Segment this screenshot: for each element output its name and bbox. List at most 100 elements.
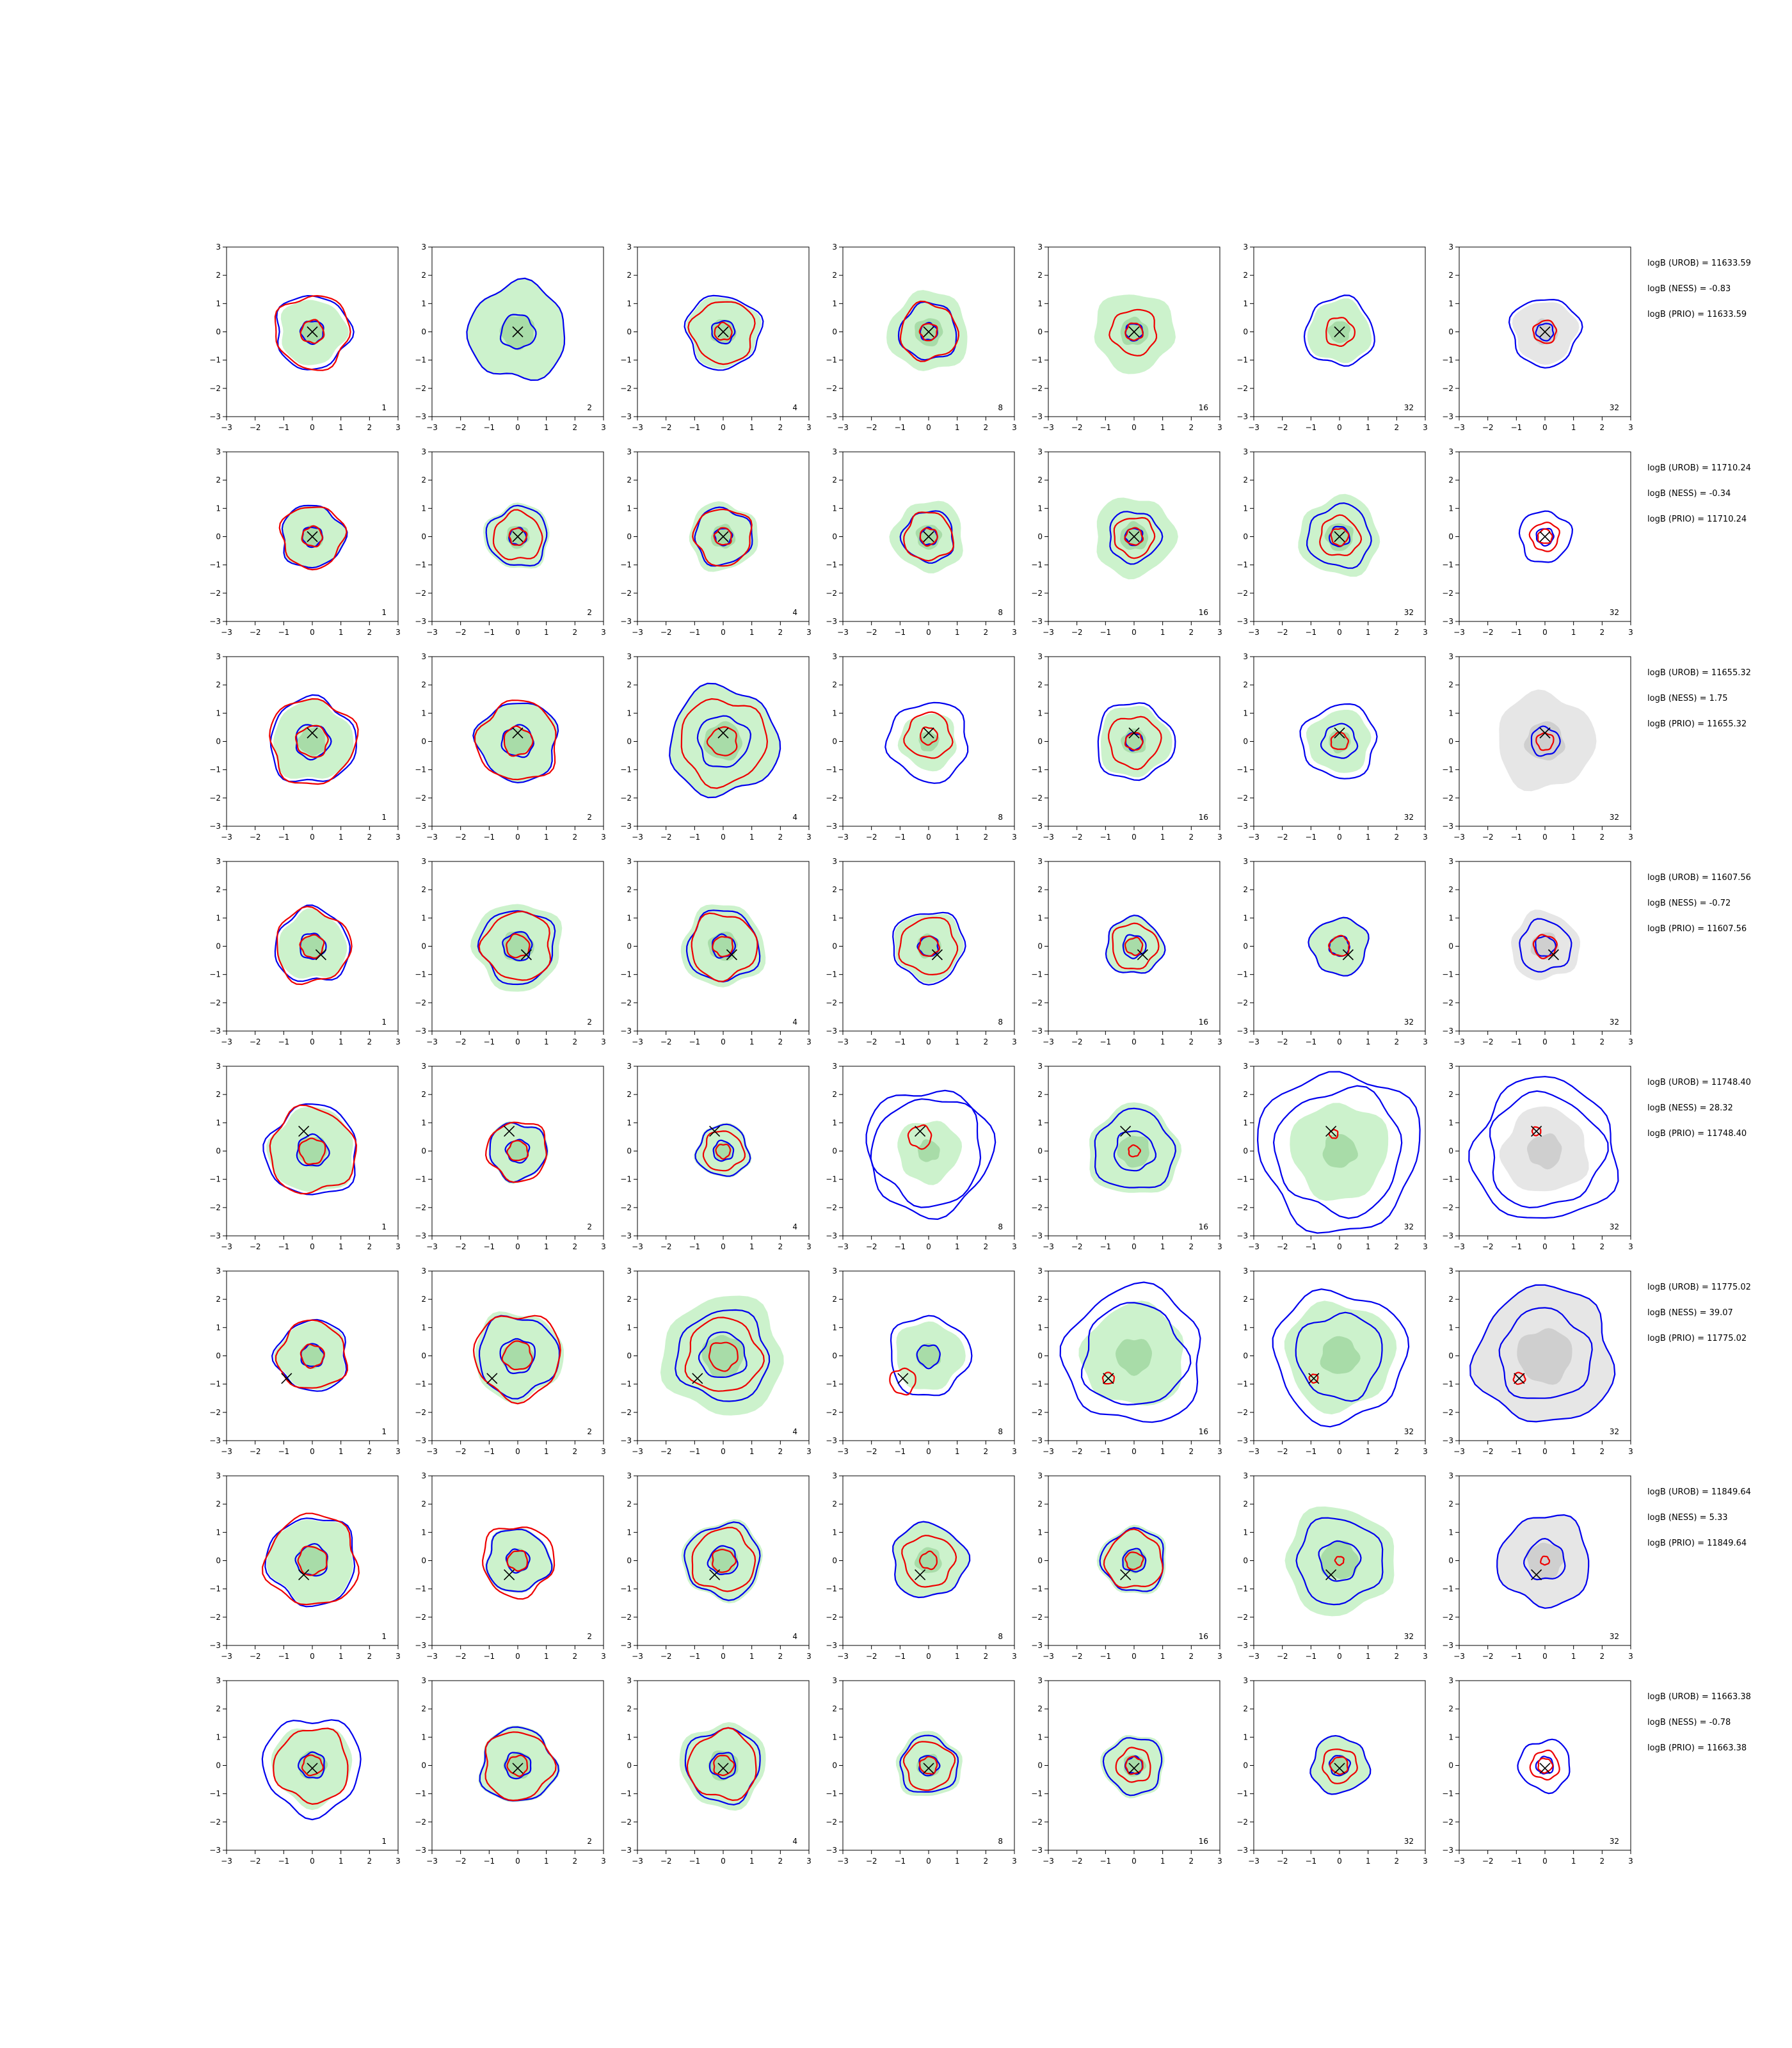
y-tick-label: −3 — [209, 822, 221, 831]
x-tick-label: 2 — [1189, 833, 1194, 842]
y-tick-label: 3 — [1243, 652, 1248, 661]
y-tick-label: 2 — [216, 476, 221, 484]
y-tick-label: −3 — [415, 822, 426, 831]
x-tick-label: 1 — [1571, 1447, 1576, 1456]
y-tick-label: −2 — [1031, 1203, 1043, 1212]
y-tick-label: −1 — [620, 1175, 632, 1184]
axes-frame — [1459, 1680, 1631, 1851]
x-tick-label: −3 — [221, 1652, 232, 1661]
x-tick-label: −3 — [632, 628, 643, 637]
x-tick-label: −1 — [1100, 1037, 1111, 1046]
y-tick-label: −2 — [620, 1408, 632, 1417]
panel-r8-c5: −3−3 −2 −2 −1 −1 0 0 1 1 2 2 3 3 16 — [1031, 1676, 1222, 1866]
blue-contour — [694, 1123, 751, 1177]
true-value-marker — [717, 727, 729, 739]
y-tick-label: −2 — [1442, 1613, 1453, 1622]
panel-r1-c4: −3−3 −2 −2 −1 −1 0 0 1 1 2 2 3 3 8 — [826, 243, 1017, 432]
x-tick-label: 1 — [1571, 1652, 1576, 1661]
x-tick-label: −1 — [1100, 423, 1111, 432]
y-tick-label: 0 — [1448, 737, 1453, 746]
stats-line: logB (UROB) = 11710.24 — [1647, 463, 1751, 473]
red-contour — [692, 508, 753, 567]
red-contour — [301, 525, 323, 548]
y-tick-label: −2 — [826, 1408, 837, 1417]
x-tick-label: 1 — [1366, 628, 1371, 637]
red-contour — [478, 911, 552, 981]
y-tick-label: −3 — [826, 1641, 837, 1650]
x-tick-label: −1 — [278, 1857, 289, 1866]
y-tick-label: −2 — [415, 1408, 426, 1417]
y-tick-label: 1 — [216, 504, 221, 513]
x-tick-label: −3 — [1453, 628, 1465, 637]
red-contour — [898, 916, 959, 976]
y-tick-label: −3 — [1442, 1231, 1453, 1240]
x-tick-label: −3 — [1043, 1037, 1054, 1046]
red-contour — [918, 935, 941, 957]
y-tick-label: 0 — [1448, 328, 1453, 337]
blue-contour — [1122, 1548, 1147, 1573]
y-tick-label: −2 — [620, 1818, 632, 1827]
y-tick-label: 1 — [216, 1118, 221, 1127]
y-tick-label: 0 — [216, 1761, 221, 1770]
x-tick-label: 2 — [1600, 833, 1605, 842]
y-tick-label: 3 — [1037, 243, 1043, 252]
x-tick-label: 1 — [1160, 628, 1165, 637]
x-tick-label: −2 — [1071, 1652, 1083, 1661]
red-contour — [506, 1549, 528, 1572]
y-tick-label: 1 — [1037, 913, 1043, 922]
panel-r8-c6: −3−3 −2 −2 −1 −1 0 0 1 1 2 2 3 3 32 — [1236, 1676, 1428, 1866]
x-tick-label: 3 — [396, 1857, 401, 1866]
x-tick-label: −1 — [1510, 1857, 1522, 1866]
x-tick-label: −2 — [1071, 628, 1083, 637]
x-tick-label: −3 — [837, 1447, 849, 1456]
y-tick-label: −1 — [826, 1380, 837, 1389]
panel-r3-c1: −3−3 −2 −2 −1 −1 0 0 1 1 2 2 3 3 1 — [209, 652, 401, 842]
blue-contour — [261, 1719, 362, 1821]
blue-contour — [276, 294, 355, 371]
x-tick-label: −2 — [250, 628, 261, 637]
y-tick-label: 3 — [421, 1676, 426, 1685]
panel-count-label: 2 — [587, 1427, 592, 1436]
y-tick-label: −3 — [1442, 617, 1453, 626]
red-contour — [907, 1124, 932, 1150]
stats-line: logB (PRIO) = 11748.40 — [1647, 1129, 1747, 1139]
y-tick-label: −3 — [415, 1846, 426, 1855]
x-tick-label: −1 — [1100, 628, 1111, 637]
blue-contour — [1530, 725, 1561, 757]
x-tick-label: −2 — [1482, 1857, 1494, 1866]
true-value-marker — [915, 1126, 926, 1137]
y-tick-label: 1 — [216, 299, 221, 308]
x-tick-label: 2 — [1189, 628, 1194, 637]
y-tick-label: 1 — [421, 1528, 426, 1537]
blue-contour — [274, 904, 351, 982]
y-tick-label: 0 — [421, 1761, 426, 1770]
red-contour — [1113, 516, 1156, 559]
y-tick-label: 2 — [627, 680, 632, 689]
x-tick-label: 1 — [749, 1652, 755, 1661]
y-tick-label: −2 — [826, 589, 837, 598]
y-tick-label: −1 — [209, 1380, 221, 1389]
y-tick-label: 3 — [1243, 1471, 1248, 1480]
red-contour — [474, 700, 557, 781]
blue-contour — [1102, 1737, 1163, 1796]
x-tick-label: 3 — [1423, 1242, 1428, 1251]
x-tick-label: 0 — [310, 1242, 315, 1251]
y-tick-label: −1 — [1031, 561, 1043, 570]
panel-count-label: 2 — [587, 1018, 592, 1027]
true-value-marker — [307, 531, 318, 543]
x-tick-label: 2 — [573, 1857, 578, 1866]
true-value-marker — [923, 727, 934, 739]
x-tick-label: −2 — [866, 1447, 877, 1456]
x-tick-label: 2 — [1600, 1037, 1605, 1046]
red-contour — [1334, 1556, 1345, 1566]
red-contour — [901, 1535, 957, 1588]
y-tick-label: −3 — [1031, 412, 1043, 421]
panel-r7-c7: −3−3 −2 −2 −1 −1 0 0 1 1 2 2 3 3 32 — [1442, 1471, 1633, 1661]
x-tick-label: 0 — [1542, 1447, 1548, 1456]
stats-line: logB (PRIO) = 11849.64 — [1647, 1539, 1747, 1548]
blue-contour — [1535, 527, 1555, 547]
y-tick-label: −1 — [1236, 970, 1248, 979]
x-tick-label: 3 — [1423, 423, 1428, 432]
x-tick-label: 3 — [396, 1242, 401, 1251]
blue-contour — [500, 724, 535, 758]
